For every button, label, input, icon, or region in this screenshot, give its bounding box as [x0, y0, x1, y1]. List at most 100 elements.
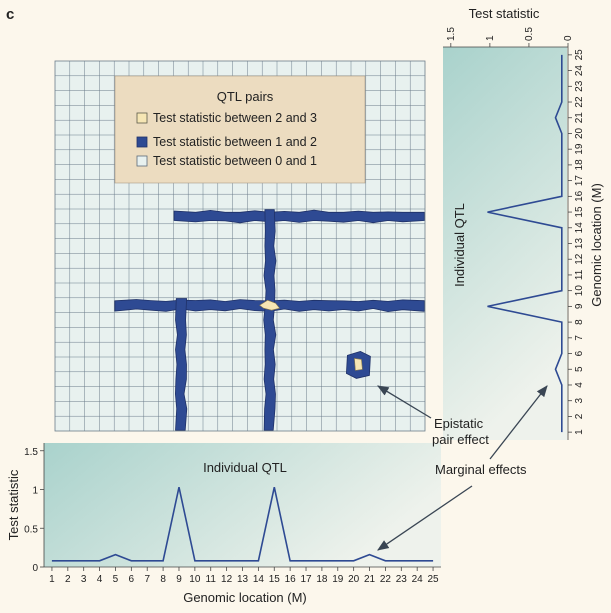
right-ytick-label: 12 — [574, 253, 585, 265]
right-ytick-label: 13 — [574, 238, 585, 250]
right-xtick-label: 1 — [485, 35, 496, 41]
bottom-xtick-label: 24 — [412, 574, 424, 585]
right-ytick-label: 5 — [574, 366, 585, 372]
right-ytick-label: 2 — [574, 413, 585, 419]
right-xtick-label: 0.5 — [524, 27, 535, 41]
right-plot-axis-title: Test statistic — [469, 6, 540, 21]
legend-swatch-low — [136, 155, 148, 167]
bottom-ytick-label: 1.5 — [24, 447, 38, 458]
bottom-plot-x-title: Genomic location (M) — [183, 590, 307, 605]
bottom-xtick-label: 16 — [285, 574, 297, 585]
right-ytick-label: 23 — [574, 80, 585, 92]
bottom-plot-title: Individual QTL — [203, 460, 287, 475]
epistatic-label-line2: pair effect — [432, 432, 489, 447]
right-ytick-label: 24 — [574, 65, 585, 77]
legend-box — [114, 75, 366, 184]
ridge-horizontal-15 — [173, 209, 425, 224]
bottom-xtick-label: 1 — [49, 574, 55, 585]
right-ytick-label: 7 — [574, 335, 585, 341]
peak-15-9 — [259, 299, 281, 311]
bottom-xtick-label: 20 — [348, 574, 360, 585]
right-ytick-label: 6 — [574, 350, 585, 356]
right-plot-title: Individual QTL — [452, 203, 467, 287]
bottom-xtick-label: 11 — [206, 574, 217, 585]
ridge-vertical-15 — [263, 209, 277, 431]
legend-swatch-mid — [136, 136, 148, 148]
right-xtick-label: 0 — [563, 35, 574, 41]
bottom-xtick-label: 9 — [176, 574, 182, 585]
right-ytick-label: 10 — [574, 285, 585, 297]
right-ytick-label: 1 — [574, 429, 585, 435]
bottom-plot-x-ticks: 1 2 3 4 5 6 7 8 9 10 11 12 13 14 15 16 17 18 19 20 21 22 23 24 2… — [49, 567, 439, 585]
epistatic-label-line1: Epistatic — [434, 416, 484, 431]
right-ytick-label: 17 — [574, 175, 585, 187]
bottom-xtick-label: 12 — [221, 574, 233, 585]
heatmap-legend: QTL pairs Test statistic between 2 and 3… — [114, 75, 366, 184]
right-ytick-label: 18 — [574, 159, 585, 171]
bottom-xtick-label: 3 — [81, 574, 87, 585]
bottom-xtick-label: 2 — [65, 574, 71, 585]
bottom-xtick-label: 18 — [316, 574, 328, 585]
bottom-xtick-label: 10 — [189, 574, 201, 585]
heatmap-border — [54, 60, 426, 432]
right-ytick-label: 19 — [574, 143, 585, 155]
right-marginal-plot: Test statistic 1.5 1 0.5 0 1234567891011121… — [443, 6, 604, 440]
right-plot-background — [443, 47, 567, 440]
panel-label: c — [6, 6, 14, 23]
peak-21-5 — [354, 358, 363, 371]
legend-title: QTL pairs — [217, 89, 274, 104]
right-ytick-label: 25 — [574, 49, 585, 61]
right-ytick-label: 3 — [574, 397, 585, 403]
legend-swatch-high — [136, 112, 148, 124]
right-ytick-label: 22 — [574, 96, 585, 108]
legend-label-high: Test statistic between 2 and 3 — [153, 111, 317, 125]
bottom-xtick-label: 8 — [160, 574, 166, 585]
bottom-xtick-label: 25 — [427, 574, 439, 585]
annotations: Epistatic pair effect Marginal effects — [376, 385, 548, 551]
bottom-plot-y-ticks: 0 0.5 1 1.5 — [24, 447, 44, 574]
right-ytick-label: 9 — [574, 303, 585, 309]
bottom-plot-line — [51, 487, 434, 562]
legend-label-mid: Test statistic between 1 and 2 — [153, 135, 317, 149]
bottom-xtick-label: 17 — [300, 574, 312, 585]
right-ytick-label: 20 — [574, 127, 585, 139]
ridge-vertical-9 — [174, 298, 188, 431]
bottom-xtick-label: 21 — [364, 574, 376, 585]
bottom-xtick-label: 5 — [113, 574, 119, 585]
right-ytick-label: 8 — [574, 319, 585, 325]
bottom-ytick-label: 0 — [32, 563, 38, 574]
right-ytick-label: 14 — [574, 222, 585, 234]
bottom-ytick-label: 0.5 — [24, 524, 38, 535]
bottom-plot-y-title: Test statistic — [6, 469, 21, 540]
right-ytick-label: 4 — [574, 382, 585, 388]
bottom-xtick-label: 13 — [237, 574, 249, 585]
right-plot-y-ticks: 1234567891011121314151617181920212223242… — [568, 49, 585, 435]
right-plot-x-ticks: 1.5 1 0.5 0 — [446, 27, 574, 47]
legend-label-low: Test statistic between 0 and 1 — [153, 154, 317, 168]
bottom-xtick-label: 7 — [144, 574, 150, 585]
bottom-xtick-label: 22 — [380, 574, 392, 585]
right-plot-line — [487, 54, 563, 433]
bottom-xtick-label: 15 — [269, 574, 281, 585]
bottom-marginal-plot: 00.511.5 1 2 3 4 5 6 7 8 9 10 11 12 13 14 15 16 17 18 19 20… — [6, 443, 441, 605]
marginal-arrow-up — [489, 385, 548, 460]
bottom-xtick-label: 14 — [253, 574, 265, 585]
right-plot-y-title: Genomic location (M) — [589, 183, 604, 307]
marginal-effects-label: Marginal effects — [435, 462, 527, 477]
marginal-arrow-down — [377, 485, 473, 551]
right-ytick-label: 11 — [574, 269, 585, 280]
right-ytick-label: 15 — [574, 206, 585, 218]
bottom-plot-background — [44, 443, 441, 567]
epistatic-arrow — [376, 385, 432, 419]
heatmap-blobs — [114, 209, 425, 431]
bottom-ytick-label: 1 — [32, 486, 38, 497]
bottom-xtick-label: 23 — [396, 574, 408, 585]
bottom-xtick-label: 4 — [97, 574, 103, 585]
bottom-xtick-label: 19 — [332, 574, 344, 585]
right-xtick-label: 1.5 — [446, 27, 457, 41]
right-ytick-label: 16 — [574, 190, 585, 202]
bottom-xtick-label: 6 — [129, 574, 135, 585]
right-ytick-label: 21 — [574, 112, 585, 124]
heatmap: QTL pairs Test statistic between 2 and 3… — [54, 60, 426, 432]
